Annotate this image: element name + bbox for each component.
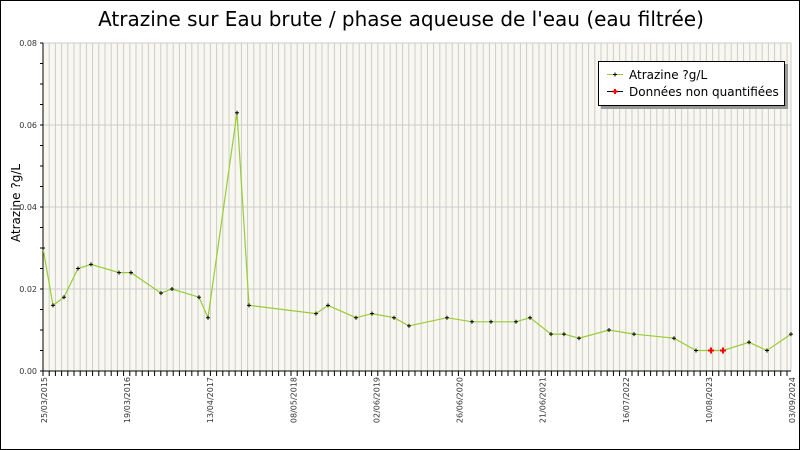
- legend-item-atrazine: Atrazine ?g/L: [607, 67, 707, 83]
- legend: Atrazine ?g/L Données non quantifiées: [598, 61, 785, 106]
- line-marker-icon: [607, 67, 623, 83]
- svg-text:26/06/2020: 26/06/2020: [456, 377, 465, 423]
- svg-text:21/06/2021: 21/06/2021: [539, 377, 548, 423]
- red-marker-icon: [607, 84, 623, 100]
- legend-label: Données non quantifiées: [629, 85, 779, 99]
- svg-text:08/05/2018: 08/05/2018: [289, 377, 298, 423]
- svg-text:0.04: 0.04: [19, 203, 37, 212]
- svg-text:02/06/2019: 02/06/2019: [372, 377, 381, 423]
- svg-text:13/04/2017: 13/04/2017: [206, 377, 215, 423]
- svg-text:0.08: 0.08: [19, 39, 37, 48]
- svg-text:03/09/2024: 03/09/2024: [788, 377, 797, 423]
- svg-text:25/03/2015: 25/03/2015: [40, 377, 49, 423]
- svg-text:10/08/2023: 10/08/2023: [705, 377, 714, 423]
- svg-text:0.00: 0.00: [19, 367, 37, 376]
- legend-item-non-quantified: Données non quantifiées: [607, 84, 779, 100]
- legend-label: Atrazine ?g/L: [629, 68, 708, 82]
- chart-title: Atrazine sur Eau brute / phase aqueuse d…: [98, 7, 704, 31]
- svg-text:16/07/2022: 16/07/2022: [622, 377, 631, 423]
- svg-text:0.06: 0.06: [19, 121, 37, 130]
- svg-text:19/03/2016: 19/03/2016: [123, 377, 132, 423]
- svg-text:0.02: 0.02: [19, 285, 37, 294]
